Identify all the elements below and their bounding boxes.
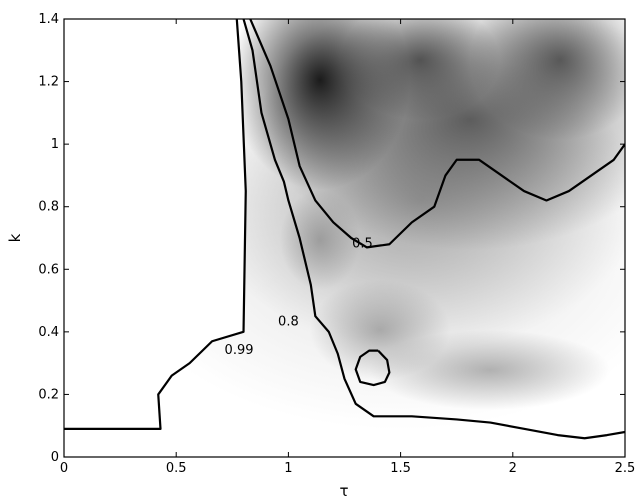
y-tick-label: 1.4 bbox=[38, 12, 59, 27]
contour-line bbox=[64, 19, 247, 430]
x-axis-label: τ bbox=[339, 482, 348, 500]
y-tick-label: 0.8 bbox=[38, 200, 59, 215]
contour-lines bbox=[64, 19, 625, 440]
y-axis-label: k bbox=[6, 233, 24, 242]
plot-frame bbox=[63, 18, 626, 458]
contour-line bbox=[242, 19, 625, 440]
heatmap-field bbox=[64, 19, 625, 457]
y-tick-label: 0.6 bbox=[38, 262, 59, 277]
y-tick-label: 0.4 bbox=[38, 325, 59, 340]
contour-label: 0.99 bbox=[225, 343, 254, 358]
x-tick-label: 0.5 bbox=[166, 461, 187, 476]
y-tick-label: 0.2 bbox=[38, 387, 59, 402]
x-tick-label: 0 bbox=[60, 461, 68, 476]
x-tick-label: 2.5 bbox=[615, 461, 635, 476]
x-tick-label: 1 bbox=[284, 461, 292, 476]
contour-label: 0.8 bbox=[278, 315, 299, 330]
y-tick-label: 1.2 bbox=[38, 75, 59, 90]
y-tick-label: 0 bbox=[51, 450, 59, 465]
contour-labels: 0.99 0.8 0.5 bbox=[225, 236, 373, 357]
y-axis: 0 0.2 0.4 0.6 0.8 1 1.2 1.4 bbox=[38, 12, 625, 465]
x-tick-label: 2 bbox=[509, 461, 517, 476]
contour-line bbox=[354, 349, 391, 387]
contour-label: 0.5 bbox=[352, 236, 373, 251]
x-tick-label: 1.5 bbox=[390, 461, 411, 476]
contour-line bbox=[249, 19, 625, 249]
x-axis: 0 0.5 1 1.5 2 2.5 bbox=[60, 19, 635, 476]
y-tick-label: 1 bbox=[51, 137, 59, 152]
